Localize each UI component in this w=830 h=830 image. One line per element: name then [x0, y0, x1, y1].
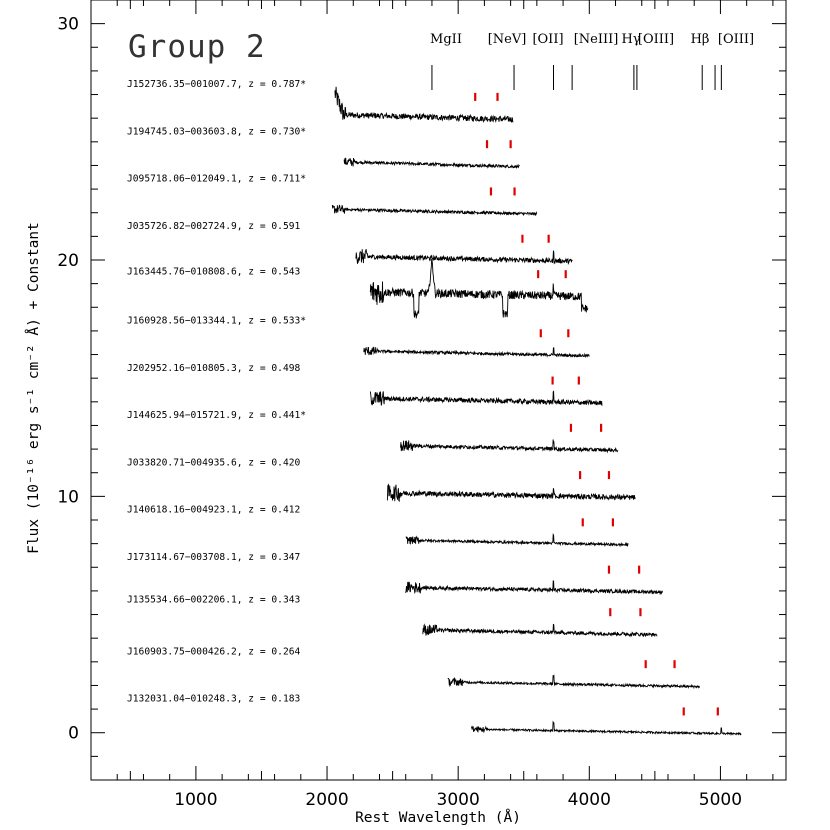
spectrum-labels: J152736.35−001007.7, z = 0.787* J194745.0…: [127, 79, 306, 705]
spectrum-line: [447, 674, 700, 690]
spectrum-line: [363, 346, 590, 359]
y-tick-label: 30: [57, 15, 79, 35]
emission-line-label: Hγ: [621, 32, 640, 47]
x-axis: 1000 2000 3000 4000 5000: [116, 0, 787, 810]
y-tick-label: 0: [68, 724, 79, 744]
spectrum: [331, 187, 538, 217]
spectrum-label: J173114.67−003708.1, z = 0.347: [127, 552, 301, 563]
spectrum-line: [405, 533, 629, 548]
spectrum-label: J160903.75−000426.2, z = 0.264: [127, 646, 301, 657]
spectrum-line: [422, 623, 658, 638]
spectrum: [386, 471, 636, 503]
spectrum-label: J160928.56−013344.1, z = 0.533*: [127, 316, 306, 327]
spectrum-label: J132031.04−010248.3, z = 0.183: [127, 694, 301, 705]
spectrum-label: J152736.35−001007.7, z = 0.787*: [127, 79, 306, 90]
spectrum: [422, 608, 658, 638]
spectrum-line: [470, 720, 742, 736]
spectrum-label: J140618.16−004923.1, z = 0.412: [127, 505, 300, 516]
emission-line-label: MgII: [430, 32, 462, 47]
plot-border: [90, 0, 787, 781]
spectrum-label: J194745.03−003603.8, z = 0.730*: [127, 126, 306, 137]
spectrum: [369, 258, 589, 319]
emission-line-label: [NeIII]: [574, 32, 619, 47]
emission-line-label: [OII]: [532, 32, 563, 47]
chart-title: Group 2: [128, 29, 266, 65]
spectrum-line: [405, 580, 664, 596]
x-axis-label: Rest Wavelength (Å): [355, 809, 521, 826]
spectrum-label: J135534.66−002206.1, z = 0.343: [127, 594, 301, 605]
y-tick-label: 20: [57, 251, 79, 271]
spectrum-line: [331, 204, 538, 217]
spectrum-line: [355, 249, 573, 265]
y-tick-label: 10: [57, 487, 79, 507]
x-tick-label: 2000: [305, 790, 348, 810]
emission-line-label: [NeV]: [488, 32, 527, 47]
x-tick-label: 1000: [174, 790, 217, 810]
spectrum-line: [386, 483, 636, 503]
spectrum: [355, 234, 573, 265]
spectra-series: [331, 86, 742, 736]
y-axis: 0 10 20 30: [57, 15, 786, 757]
spectrum: [447, 660, 700, 690]
spectrum-line: [369, 390, 603, 407]
spectrum-line: [369, 258, 589, 319]
spectrum: [470, 707, 742, 736]
spectrum-label: J163445.76−010808.6, z = 0.543: [127, 266, 301, 277]
spectrum-label: J035726.82−002724.9, z = 0.591: [127, 221, 301, 232]
plot-frame: [90, 0, 787, 781]
emission-line-markers: MgII [NeV] [OII] [NeIII] Hγ[OIII] Hβ [OIII]: [430, 32, 754, 90]
spectrum: [369, 376, 603, 407]
spectrum-label: J202952.16−010805.3, z = 0.498: [127, 363, 301, 374]
spectrum-label: J033820.71−004935.6, z = 0.420: [127, 457, 301, 468]
spectrum: [400, 423, 619, 454]
emission-line-label: [OIII]: [638, 32, 674, 47]
spectrum: [334, 86, 514, 123]
emission-line-label: [OIII]: [718, 32, 754, 47]
spectrum: [405, 518, 629, 548]
y-axis-label: Flux (10⁻¹⁶ erg s⁻¹ cm⁻² Å) + Constant: [25, 222, 42, 554]
spectrum-label: J144625.94−015721.9, z = 0.441*: [127, 410, 306, 421]
x-tick-label: 5000: [699, 790, 742, 810]
x-tick-label: 3000: [437, 790, 480, 810]
emission-line-label: Hβ: [691, 32, 710, 47]
x-tick-label: 4000: [568, 790, 611, 810]
spectrum-label: J095718.06−012049.1, z = 0.711*: [127, 174, 306, 185]
spectrum: [343, 140, 520, 169]
spectrum: [405, 565, 664, 596]
spectrum-line: [343, 157, 520, 169]
spectrum-line: [400, 439, 619, 454]
spectrum: [363, 329, 590, 359]
spectrum-line: [334, 86, 514, 123]
